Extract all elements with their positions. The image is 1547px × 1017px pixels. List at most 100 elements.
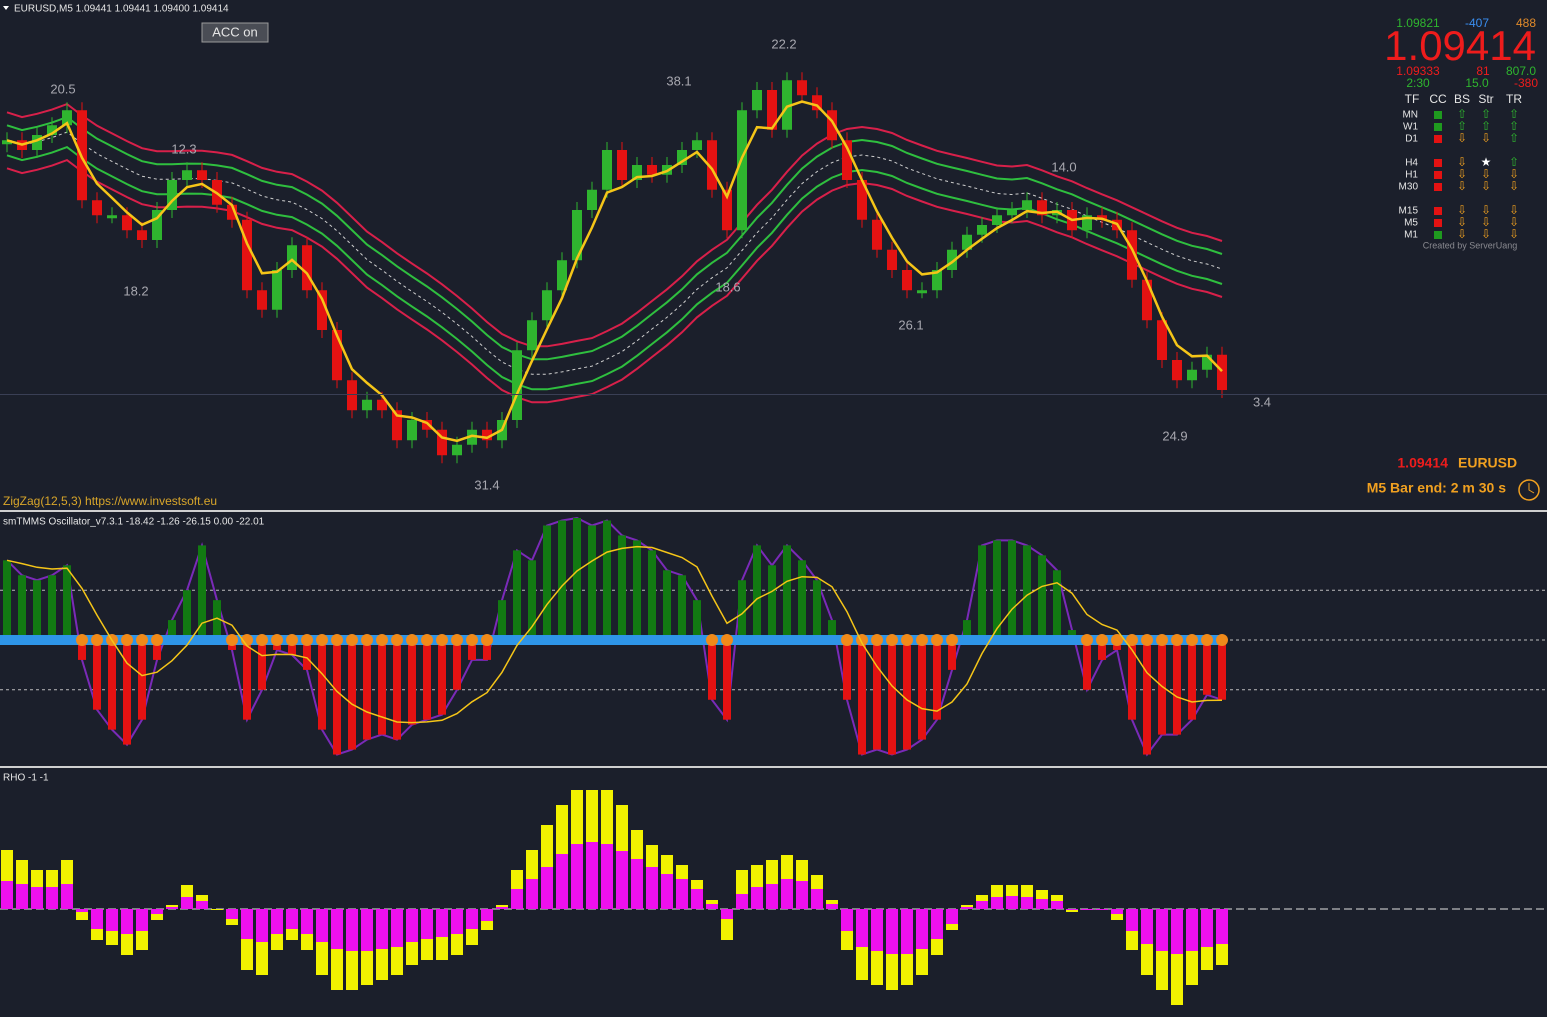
- oscillator-bar: [1128, 640, 1136, 720]
- candle: [407, 420, 417, 441]
- atr: 807.0: [1506, 64, 1536, 78]
- bar-end: M5 Bar end: 2 m 30 s: [1367, 480, 1506, 496]
- zigzag-label: 14.0: [1051, 159, 1076, 174]
- signal-arrow: ⇩: [1509, 203, 1519, 217]
- oscillator-bar: [78, 640, 86, 660]
- timeframe-label: M1: [1404, 230, 1418, 241]
- timeframe-label: H1: [1405, 170, 1418, 181]
- oscillator-bar: [618, 535, 626, 640]
- signal-arrow: ⇩: [1457, 227, 1467, 241]
- oscillator-outline: [6, 516, 1223, 757]
- status-square: [1434, 219, 1442, 227]
- rho-bar: [316, 909, 328, 942]
- rho-bar: [466, 909, 478, 929]
- oscillator-bar: [18, 575, 26, 640]
- plot-layer: 20.5 12.3 18.2 31.4 38.1 22.2 18.6 26.1 14.0 24.9…: [0, 36, 1547, 1005]
- oscillator-bar: [738, 580, 746, 640]
- state-dot: [901, 634, 913, 646]
- signal-arrow: ⇧: [1457, 119, 1467, 133]
- oscillator-bar: [663, 570, 671, 640]
- acc-button-label[interactable]: ACC on: [212, 24, 258, 39]
- rho-bar: [871, 909, 883, 951]
- oscillator-bar: [183, 590, 191, 640]
- rho-bar: [121, 909, 133, 934]
- state-dot: [1156, 634, 1168, 646]
- state-dot: [871, 634, 883, 646]
- rho-bar: [721, 909, 733, 919]
- candle: [872, 219, 882, 250]
- candle: [92, 200, 102, 216]
- rho-bar: [271, 909, 283, 934]
- rho-bar: [91, 909, 103, 929]
- rho-bar: [661, 874, 673, 909]
- oscillator-bar: [1143, 640, 1151, 755]
- candle: [677, 150, 687, 165]
- rho-bar: [1021, 897, 1033, 909]
- oscillator-bar: [318, 640, 326, 730]
- rho-bar: [481, 909, 493, 921]
- rho-bar: [361, 909, 373, 951]
- rho-bar: [1111, 909, 1123, 920]
- oscillator-bar: [753, 545, 761, 640]
- oscillator-bar: [693, 600, 701, 640]
- signal-arrow: ⇩: [1457, 167, 1467, 181]
- candle: [557, 260, 567, 291]
- state-dot: [886, 634, 898, 646]
- candle: [347, 380, 357, 411]
- rho-bar: [841, 909, 853, 931]
- state-dot: [151, 634, 163, 646]
- zigzag-label: 18.2: [123, 283, 148, 298]
- candle: [1142, 279, 1152, 321]
- candle: [197, 170, 207, 180]
- rho-bar: [1156, 909, 1168, 951]
- oscillator-bar: [723, 640, 731, 720]
- big-bid: 1.09414: [1384, 22, 1536, 69]
- candle: [752, 90, 762, 111]
- oscillator-bar: [453, 640, 461, 690]
- rho-bar: [76, 909, 88, 920]
- state-dot: [706, 634, 718, 646]
- oscillator-bar: [1188, 640, 1196, 720]
- status-square: [1434, 123, 1442, 131]
- signal-arrow: ⇩: [1481, 131, 1491, 145]
- state-dot: [316, 634, 328, 646]
- rho-bar: [586, 842, 598, 909]
- candle: [287, 245, 297, 270]
- zigzag-label: 12.3: [171, 141, 196, 156]
- table-header: CC: [1429, 92, 1447, 106]
- zigzag-label: 31.4: [474, 477, 499, 492]
- candle: [857, 180, 867, 220]
- oscillator-bar: [873, 640, 881, 750]
- candle: [632, 165, 642, 180]
- table-header: TF: [1405, 92, 1420, 106]
- status-square: [1434, 207, 1442, 215]
- candle: [1157, 320, 1167, 360]
- oscillator-bar: [243, 640, 251, 720]
- state-dot: [436, 634, 448, 646]
- acc-button[interactable]: [201, 22, 269, 43]
- credit: Created by ServerUang: [1423, 240, 1518, 250]
- rho-bar: [1006, 896, 1018, 909]
- oscillator-bar: [48, 575, 56, 640]
- oscillator-bar: [138, 640, 146, 720]
- oscillator-bar: [903, 640, 911, 750]
- candle: [692, 140, 702, 150]
- rho-bar: [301, 909, 313, 934]
- rho-bar: [46, 887, 58, 909]
- candle: [767, 90, 777, 130]
- oscillator-bar: [33, 580, 41, 640]
- state-dot: [301, 634, 313, 646]
- oscillator-bar: [798, 560, 806, 640]
- menu-arrow[interactable]: [3, 6, 9, 10]
- rho-bar: [556, 854, 568, 909]
- state-dot: [91, 634, 103, 646]
- candle: [182, 170, 192, 180]
- signal-arrow: ⇧: [1509, 107, 1519, 121]
- rho-bar: [241, 909, 253, 939]
- candle: [947, 249, 957, 270]
- candle: [542, 290, 552, 321]
- state-dot: [421, 634, 433, 646]
- oscillator-bar: [333, 640, 341, 755]
- rho-bar: [1141, 909, 1153, 944]
